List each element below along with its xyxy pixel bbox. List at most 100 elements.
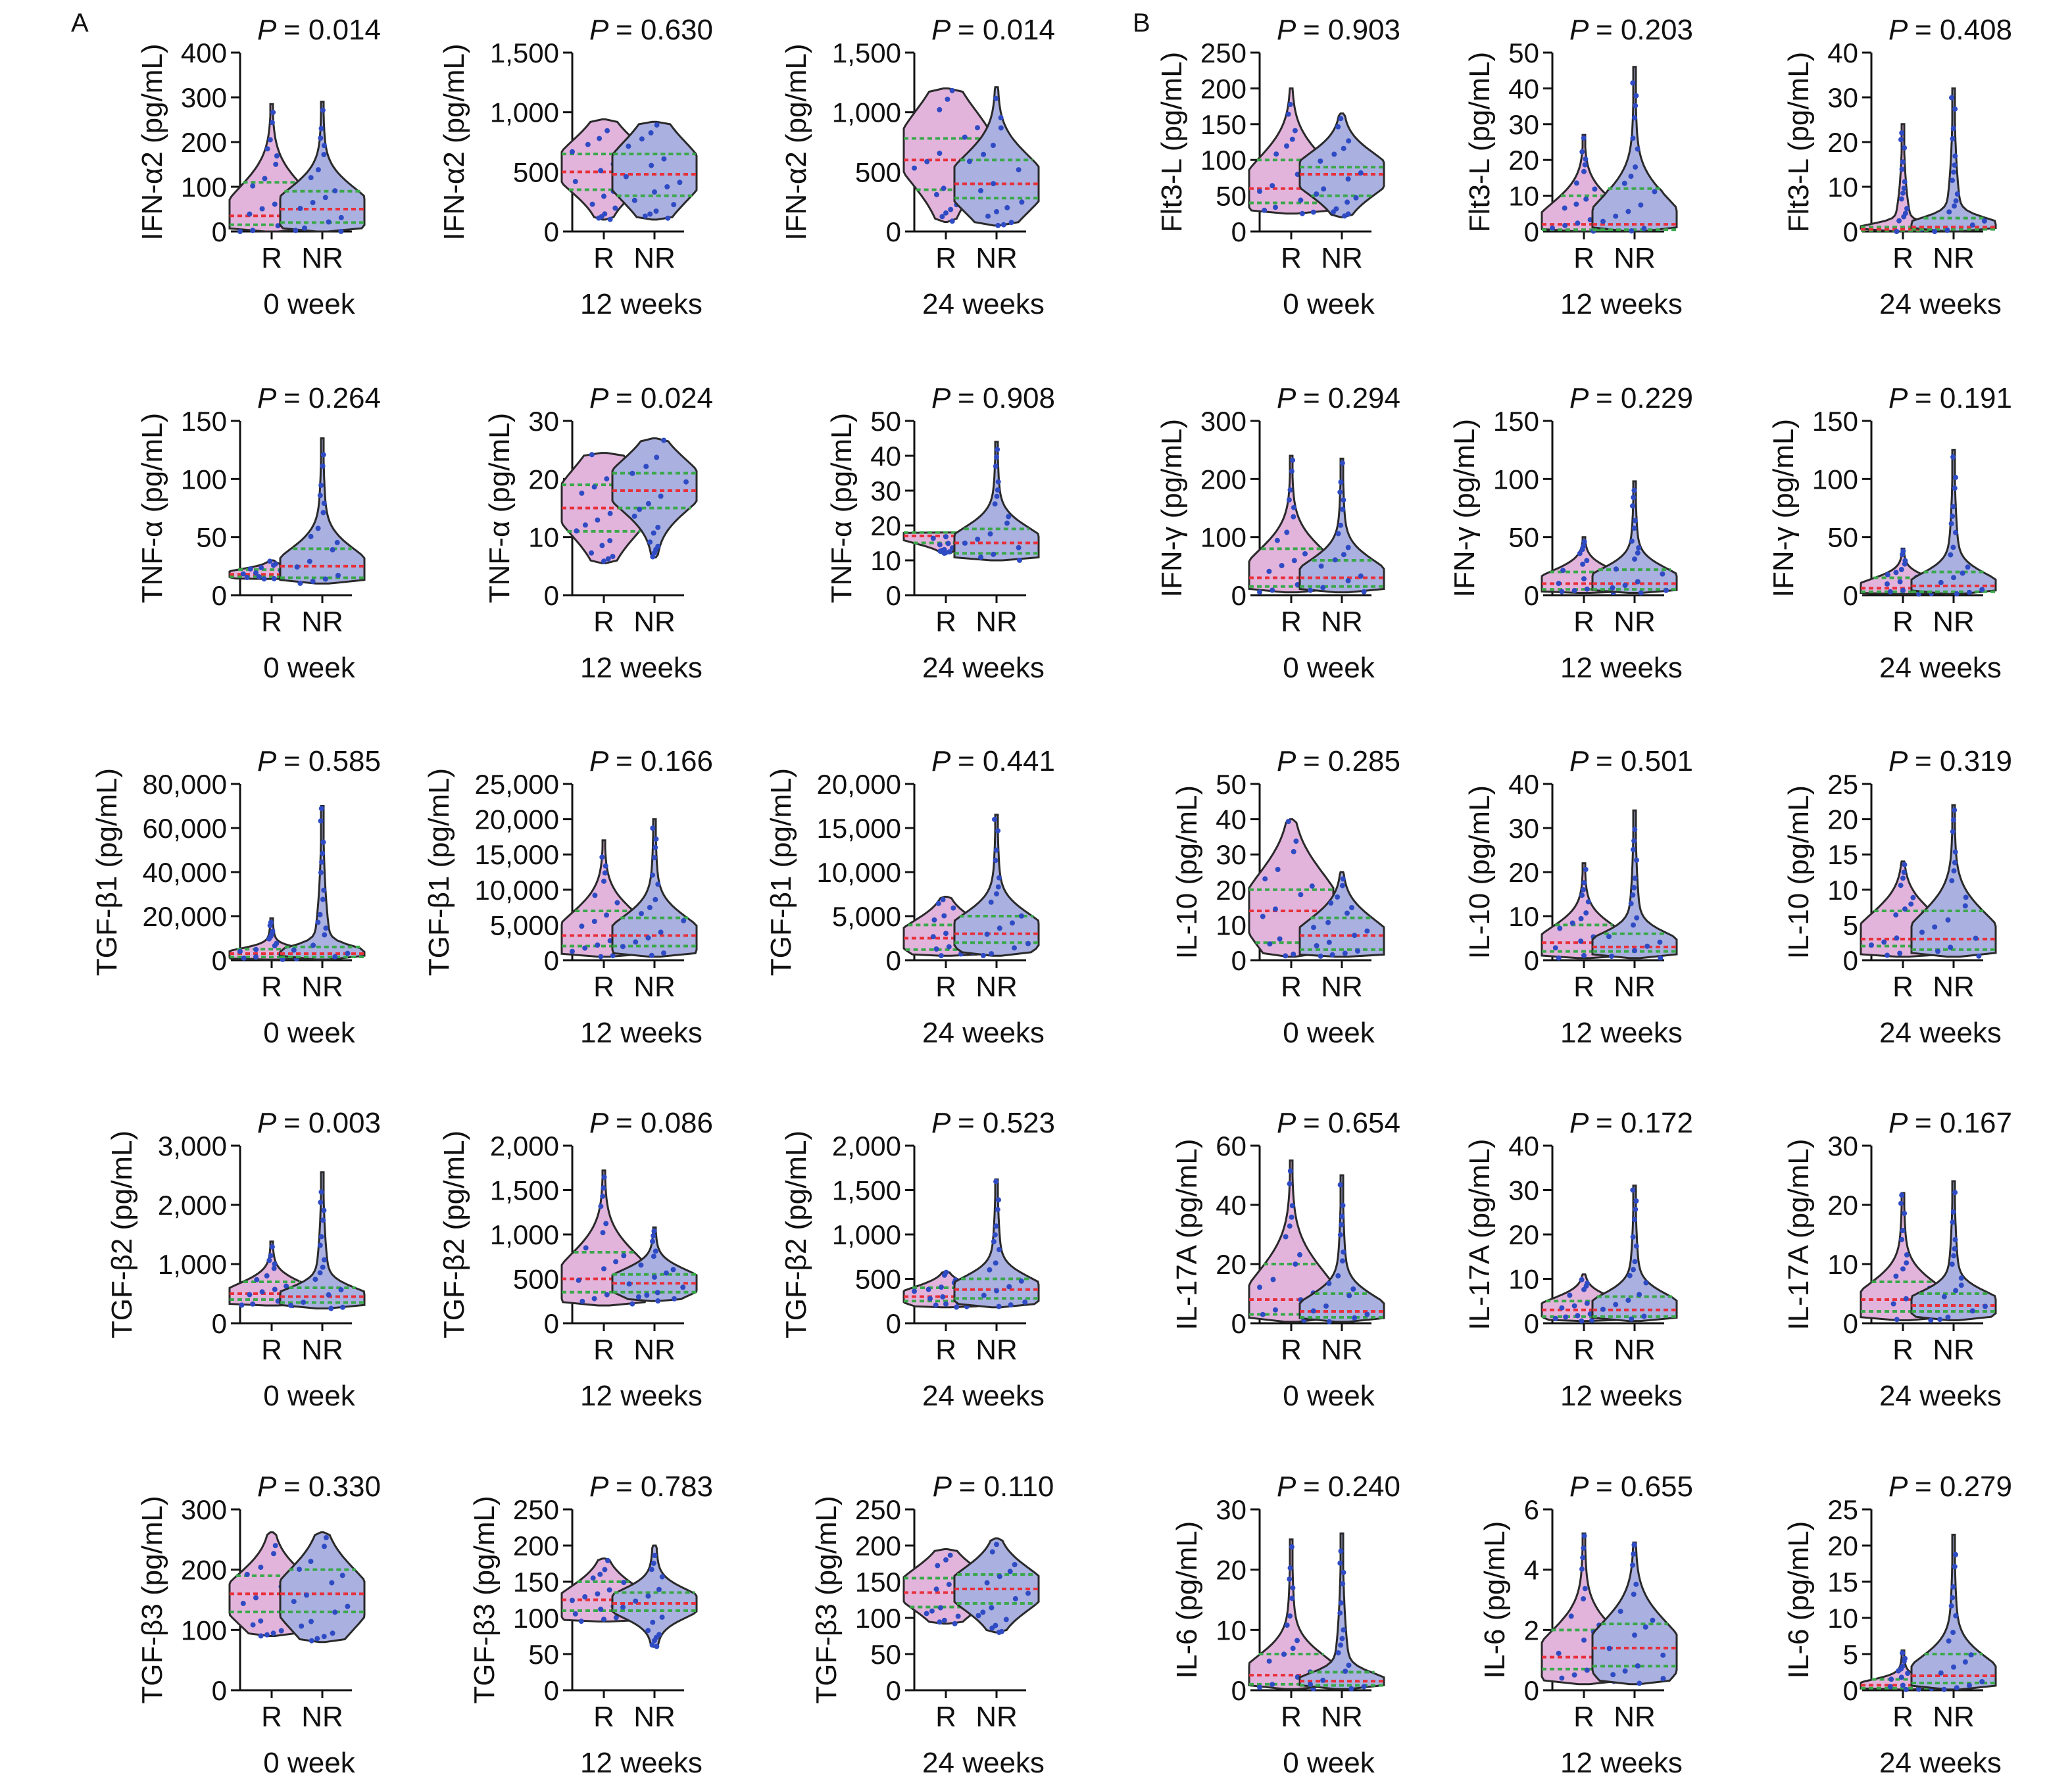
chart-panel-5: 0 10 20 30 40 Flt3-L (pg/mL) P = 0.408 24 weeks… — [1783, 14, 2012, 320]
y-tick-label: 0 — [1524, 1308, 1539, 1339]
y-tick-label: 50 — [870, 406, 901, 437]
data-dot — [1951, 1253, 1956, 1259]
data-dot — [952, 1621, 958, 1626]
data-dot — [647, 539, 653, 545]
category-label: R — [1892, 1334, 1913, 1366]
data-dot — [955, 1613, 961, 1619]
y-tick-label: 0 — [1231, 1675, 1246, 1706]
data-dot — [645, 500, 651, 506]
data-dot — [592, 892, 598, 898]
data-dot — [1335, 1273, 1341, 1279]
data-dot — [937, 549, 943, 554]
data-dot — [991, 1238, 997, 1244]
data-dot — [1897, 950, 1903, 956]
y-tick-label: 80,000 — [143, 769, 227, 800]
data-dot — [1299, 210, 1305, 216]
data-dot — [291, 947, 297, 953]
data-dot — [268, 919, 274, 925]
data-dot — [1979, 587, 1985, 593]
data-dot — [1289, 136, 1295, 142]
p-value: = 0.229 — [1596, 382, 1693, 414]
data-dot — [1983, 1304, 1988, 1309]
data-dot — [937, 542, 943, 548]
data-dot — [1952, 106, 1958, 112]
data-dot — [264, 1632, 270, 1638]
data-dot — [1310, 209, 1316, 215]
data-dot — [912, 165, 917, 171]
data-dot — [1571, 1303, 1577, 1309]
data-dot — [1257, 589, 1262, 595]
data-dot — [1281, 1651, 1287, 1657]
data-dot — [578, 1619, 584, 1624]
data-dot — [1898, 567, 1904, 572]
data-dot — [949, 218, 955, 224]
y-tick-label: 20 — [870, 510, 901, 541]
data-dot — [267, 137, 273, 143]
data-dot — [1887, 589, 1893, 595]
data-dot — [1340, 1258, 1345, 1264]
category-label: R — [261, 1334, 282, 1366]
x-axis-label: 24 weeks — [1879, 1380, 2002, 1412]
p-value: = 0.172 — [1596, 1107, 1693, 1139]
data-dot — [1630, 503, 1635, 509]
data-dot — [322, 576, 328, 582]
data-dot — [599, 854, 605, 860]
chart-panel-10: 0 50 100 150 IFN-γ (pg/mL) P = 0.229 12 weeks R… — [1448, 382, 1693, 684]
p-value-label: P = 0.166 — [589, 745, 713, 777]
data-dot — [317, 1270, 323, 1276]
data-dot — [1950, 1219, 1956, 1225]
data-dot — [1579, 149, 1585, 155]
p-letter: P — [931, 1107, 958, 1139]
p-value-label: P = 0.086 — [589, 1107, 713, 1139]
data-dot — [1898, 196, 1904, 202]
data-dot — [1950, 504, 1956, 510]
data-dot — [1342, 950, 1348, 956]
data-dot — [1579, 892, 1585, 898]
data-dot — [1274, 537, 1280, 543]
data-dot — [943, 534, 949, 540]
violin-nr — [611, 1544, 698, 1648]
data-dot — [254, 1277, 260, 1282]
y-tick-label: 20 — [1216, 1555, 1246, 1586]
data-dot — [1345, 578, 1351, 583]
data-dot — [1308, 587, 1313, 593]
data-dot — [991, 181, 997, 187]
data-dot — [1948, 552, 1954, 558]
data-dot — [271, 1551, 276, 1557]
data-dot — [981, 1292, 987, 1298]
p-letter: P — [1888, 1107, 1915, 1139]
data-dot — [1635, 579, 1640, 585]
data-dot — [981, 151, 987, 157]
data-dot — [1338, 479, 1344, 485]
data-dot — [1631, 487, 1637, 493]
y-axis-label: TNF-α (pg/mL) — [826, 413, 858, 603]
data-dot — [626, 143, 631, 149]
data-dot — [1630, 135, 1636, 141]
data-dot — [1583, 910, 1589, 916]
data-dot — [1318, 159, 1323, 164]
y-tick-label: 0 — [212, 945, 227, 976]
data-dot — [345, 1603, 351, 1609]
data-dot — [1902, 558, 1908, 564]
data-dot — [635, 1294, 641, 1300]
data-dot — [987, 531, 993, 537]
data-dot — [962, 134, 968, 140]
data-dot — [937, 107, 943, 112]
category-label: R — [935, 606, 956, 638]
data-dot — [582, 522, 588, 528]
data-dot — [1285, 111, 1291, 117]
data-dot — [1583, 156, 1589, 162]
p-letter: P — [1277, 14, 1303, 46]
data-dot — [654, 1644, 660, 1649]
data-dot — [1257, 1284, 1262, 1290]
data-dot — [1893, 570, 1899, 575]
data-dot — [1952, 849, 1958, 855]
y-tick-label: 0 — [1843, 216, 1858, 247]
data-dot — [1902, 1210, 1908, 1216]
data-dot — [612, 205, 618, 211]
data-dot — [310, 579, 316, 584]
data-dot — [645, 1628, 651, 1634]
data-dot — [589, 201, 595, 207]
y-axis-label: TNF-α (pg/mL) — [136, 413, 168, 603]
data-dot — [1937, 1317, 1943, 1323]
